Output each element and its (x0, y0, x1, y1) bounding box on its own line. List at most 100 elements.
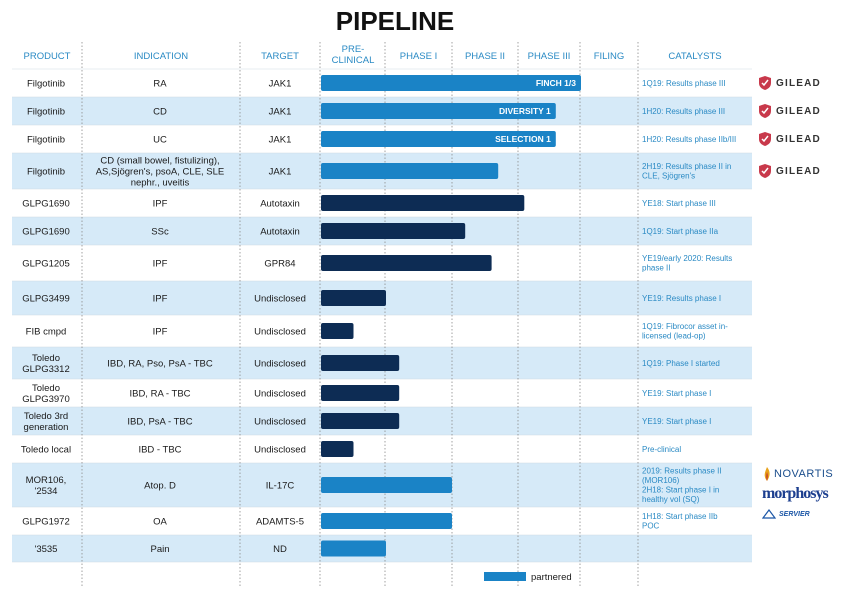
product-name: GLPG1205 (22, 258, 70, 269)
pipeline-bar (321, 163, 499, 179)
target: JAK1 (269, 106, 292, 117)
product-name: GLPG1690 (22, 226, 70, 237)
catalyst-text: 1Q19: Fibrocor asset in-licensed (lead-o… (642, 322, 728, 341)
pipeline-bar (321, 385, 400, 401)
catalyst-text: 1Q19: Phase I started (642, 359, 720, 368)
indication: SSc (151, 226, 169, 237)
catalyst-text: YE18: Start phase III (642, 199, 716, 208)
indication: Atop. D (144, 480, 176, 491)
bar-label: DIVERSITY 1 (499, 106, 551, 116)
servier-logo: SERVIER (762, 509, 840, 519)
product-name: Toledo GLPG3312 (22, 353, 70, 375)
target: JAK1 (269, 134, 292, 145)
product-name: Toledo local (21, 444, 71, 455)
gilead-shield-icon (759, 104, 771, 118)
target: IL-17C (266, 480, 295, 491)
novartis-logo: NOVARTIS (762, 466, 840, 482)
pipeline-bar (321, 131, 556, 147)
product-name: Filgotinib (27, 166, 65, 177)
servier-wordmark: SERVIER (779, 510, 810, 518)
gilead-shield-icon (759, 164, 771, 178)
catalyst-text: 1H18: Start phase IIb POC (642, 512, 718, 531)
partner-logos: NOVARTIS morphosys SERVIER (762, 466, 840, 519)
indication: IPF (153, 326, 168, 337)
pipeline-bar (321, 290, 386, 306)
target: Undisclosed (254, 326, 306, 337)
pipeline-bar (321, 103, 556, 119)
gilead-shield-icon (759, 132, 771, 146)
catalyst-text: 2019: Results phase II (MOR106) 2H18: Star… (642, 467, 722, 505)
indication: IBD, RA - TBC (129, 388, 190, 399)
indication: OA (153, 516, 167, 527)
header-filing: FILING (594, 51, 625, 62)
catalyst-text: 1Q19: Results phase III (642, 79, 726, 88)
pipeline-bar (321, 513, 452, 529)
pipeline-bar (321, 441, 354, 457)
target: Undisclosed (254, 416, 306, 427)
pipeline-bar (321, 355, 400, 371)
target: ND (273, 544, 287, 555)
header-preclinical: PRE-CLINICAL (332, 44, 375, 66)
indication: IBD, RA, Pso, PsA - TBC (107, 358, 213, 369)
product-name: GLPG3499 (22, 293, 70, 304)
pipeline-bar (321, 75, 581, 91)
catalyst-text: YE19/early 2020: Results phase II (642, 254, 732, 273)
gilead-wordmark: GILEAD (776, 165, 821, 177)
target: Undisclosed (254, 293, 306, 304)
servier-emblem-icon (762, 509, 776, 519)
novartis-flame-icon (764, 467, 770, 481)
indication: CD (153, 106, 167, 117)
product-name: Filgotinib (27, 106, 65, 117)
target: JAK1 (269, 166, 292, 177)
header-phase1: PHASE I (400, 51, 438, 62)
target: Autotaxin (260, 226, 300, 237)
morphosys-logo: morphosys (762, 485, 829, 502)
pipeline-bar (321, 195, 525, 211)
header-target: TARGET (261, 51, 299, 62)
bar-label: SELECTION 1 (495, 134, 551, 144)
header-indication: INDICATION (134, 51, 188, 62)
gilead-wordmark: GILEAD (776, 77, 821, 89)
legend-label: partnered (531, 572, 572, 583)
catalyst-text: Pre-clinical (642, 445, 681, 454)
header-product: PRODUCT (24, 51, 71, 62)
indication: UC (153, 134, 167, 145)
pipeline-bar (321, 255, 492, 271)
pipeline-bar (321, 223, 466, 239)
header-catalysts: CATALYSTS (668, 51, 721, 62)
pipeline-bar (321, 413, 400, 429)
catalyst-text: 1H20: Results phase III (642, 107, 725, 116)
product-name: GLPG1972 (22, 516, 70, 527)
indication: IPF (153, 198, 168, 209)
product-name: Filgotinib (27, 134, 65, 145)
indication: RA (153, 78, 167, 89)
indication: CD (small bowel, fistulizing), AS,Sjögren… (96, 155, 225, 188)
gilead-wordmark: GILEAD (776, 105, 821, 117)
gilead-logo: GILEAD (758, 163, 821, 179)
catalyst-text: 1H20: Results phase IIb/III (642, 135, 736, 144)
bar-label: FINCH 1/3 (536, 78, 576, 88)
catalyst-text: YE19: Start phase I (642, 417, 711, 426)
catalyst-text: YE19: Start phase I (642, 389, 711, 398)
catalyst-text: 1Q19: Start phase IIa (642, 227, 719, 236)
product-name: FIB cmpd (26, 326, 67, 337)
indication: IPF (153, 293, 168, 304)
product-name: Filgotinib (27, 78, 65, 89)
product-name: Toledo 3rd generation (24, 411, 69, 433)
catalyst-text: YE19: Results phase I (642, 294, 721, 303)
legend-swatch (484, 572, 526, 581)
gilead-logo: GILEAD (758, 103, 821, 119)
target: Undisclosed (254, 388, 306, 399)
product-name: MOR106, '2534 (26, 475, 67, 497)
gilead-logo: GILEAD (758, 131, 821, 147)
pipeline-bar (321, 323, 354, 339)
pipeline-bar (321, 540, 386, 557)
page-title: PIPELINE (335, 6, 455, 36)
target: ADAMTS-5 (256, 516, 304, 527)
target: Undisclosed (254, 358, 306, 369)
gilead-shield-icon (759, 76, 771, 90)
indication: IBD, PsA - TBC (127, 416, 192, 427)
target: GPR84 (264, 258, 295, 269)
header-phase3: PHASE III (528, 51, 571, 62)
